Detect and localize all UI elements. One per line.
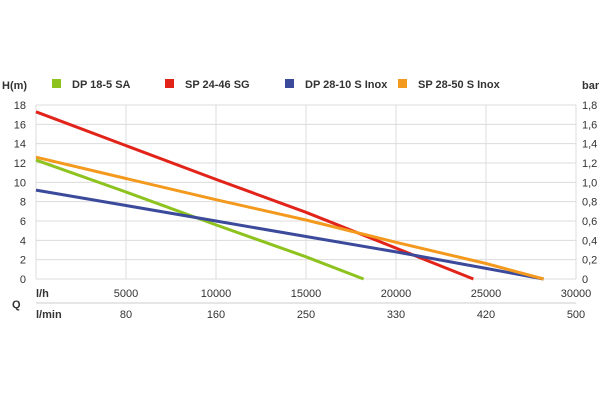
- y-tick-right: 1,2: [582, 158, 597, 170]
- y-tick-right: 1,6: [582, 119, 597, 131]
- y-tick-left: 8: [20, 197, 26, 209]
- x-tick-lh: 10000: [201, 288, 232, 300]
- x-tick-lmin: 250: [297, 309, 315, 321]
- y-tick-right: 1,0: [582, 177, 597, 189]
- x-tick-lh: 5000: [114, 288, 138, 300]
- y-tick-right: 0,2: [582, 255, 597, 267]
- x-unit-lh: l/h: [36, 288, 49, 300]
- grid: [35, 104, 577, 280]
- legend-label: SP 24-46 SG: [185, 79, 250, 91]
- legend-label: DP 28-10 S Inox: [305, 79, 388, 91]
- x-tick-lmin: 500: [567, 309, 585, 321]
- legend-label: SP 28-50 S Inox: [418, 79, 501, 91]
- x-tick-lh: 25000: [471, 288, 502, 300]
- y-axis-right-label: bar: [582, 80, 600, 92]
- y-tick-left: 12: [14, 158, 26, 170]
- y-tick-right: 0: [582, 274, 588, 286]
- series-lines: [35, 110, 544, 281]
- legend-swatch: [165, 79, 174, 88]
- legend-swatch: [285, 79, 294, 88]
- y-tick-right: 0,4: [582, 235, 597, 247]
- y-tick-left: 0: [20, 274, 26, 286]
- x-tick-lmin: 160: [207, 309, 225, 321]
- legend-swatch: [398, 79, 407, 88]
- y-tick-left: 18: [14, 100, 26, 112]
- x-unit-lmin: l/min: [36, 309, 62, 321]
- x-tick-lh: 20000: [381, 288, 412, 300]
- x-tick-lh: 15000: [291, 288, 322, 300]
- legend-swatch: [52, 79, 61, 88]
- x-tick-lmin: 420: [477, 309, 495, 321]
- x-tick-lh: 30000: [561, 288, 592, 300]
- x-ticks: 5000 80 10000 160 15000 250 20000 330 25000 420 30…: [114, 288, 592, 321]
- series-line: [35, 158, 365, 281]
- y-tick-left: 4: [20, 235, 26, 247]
- x-axis-q-label: Q: [12, 299, 21, 311]
- y-tick-left: 16: [14, 119, 26, 131]
- y-tick-right: 1,4: [582, 139, 597, 151]
- legend-label: DP 18-5 SA: [72, 79, 131, 91]
- y-tick-left: 14: [14, 139, 26, 151]
- x-tick-lmin: 330: [387, 309, 405, 321]
- y-tick-left: 2: [20, 255, 26, 267]
- series-line: [35, 155, 544, 281]
- y-axis-left-label: H(m): [2, 80, 27, 92]
- y-tick-right: 0,6: [582, 216, 597, 228]
- series-line: [35, 188, 544, 281]
- y-tick-left: 10: [14, 177, 26, 189]
- legend: DP 18-5 SA SP 24-46 SG DP 28-10 S Inox SP 2…: [52, 79, 501, 91]
- x-tick-lmin: 80: [120, 309, 132, 321]
- y-tick-right: 1,8: [582, 100, 597, 112]
- y-ticks: 0 0 2 0,2 4 0,4 6 0,6 8 0,8 10 1,0 12 1,2 14 1,4 16 1,6 18…: [14, 100, 598, 286]
- y-tick-right: 0,8: [582, 197, 597, 209]
- y-tick-left: 6: [20, 216, 26, 228]
